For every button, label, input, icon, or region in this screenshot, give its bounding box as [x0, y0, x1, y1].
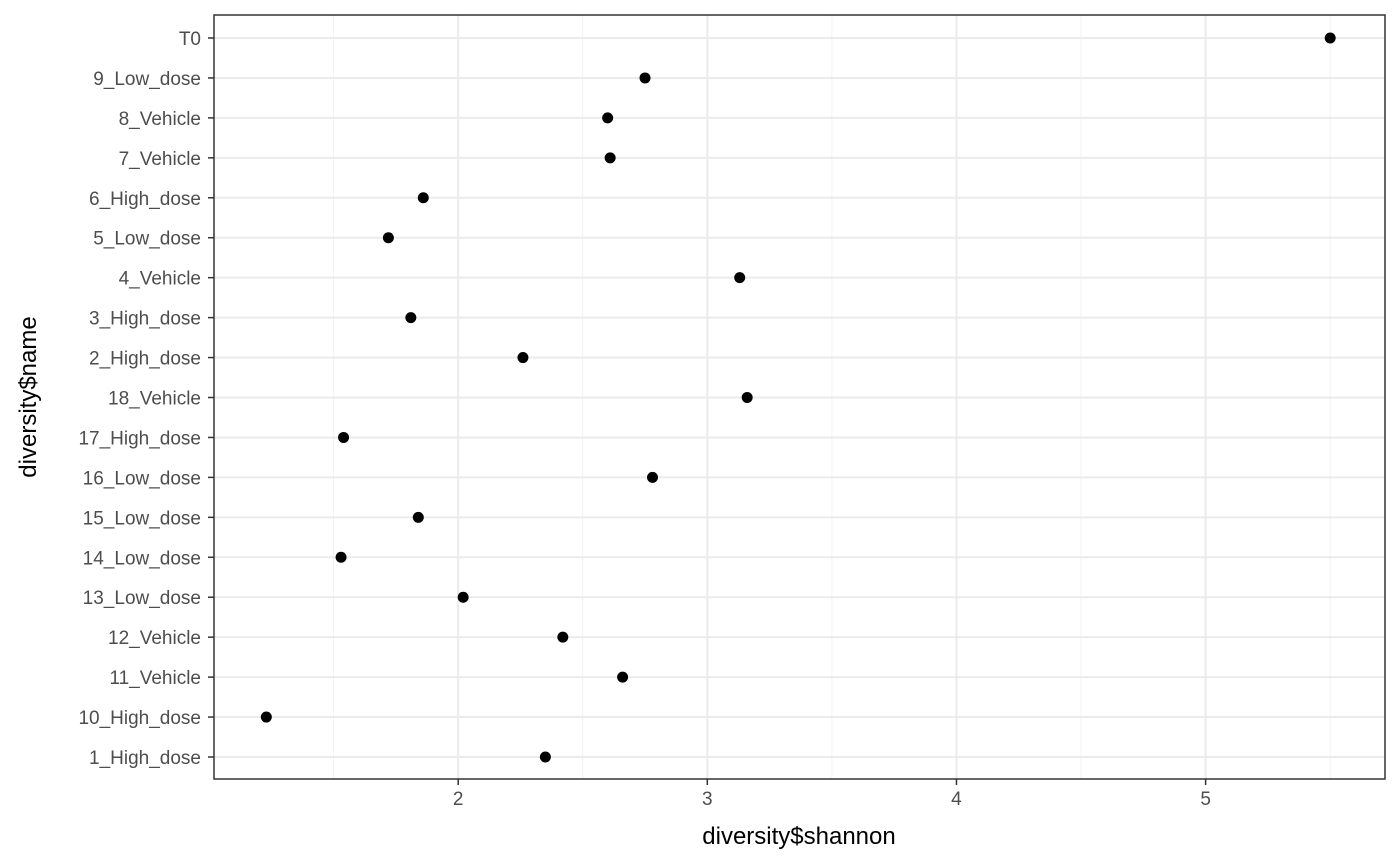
data-point: [741, 392, 753, 403]
data-point: [412, 511, 424, 523]
y-tick-label: T0: [179, 29, 201, 50]
y-tick-label: 3_High_dose: [89, 309, 201, 330]
y-tick-label: 8_Vehicle: [119, 109, 201, 130]
y-tick-label: 4_Vehicle: [119, 269, 201, 290]
data-point: [734, 272, 746, 284]
y-axis: 1_High_dose 10_High_dose 11_Vehicle 12_Vehi…: [78, 29, 214, 769]
y-tick-label: 16_Low_dose: [83, 468, 201, 489]
data-point: [260, 711, 272, 723]
data-point: [639, 72, 651, 84]
y-tick-label: 5_Low_dose: [93, 229, 201, 250]
data-points: [260, 32, 1336, 763]
y-tick-label: 15_Low_dose: [83, 508, 201, 529]
data-point: [604, 152, 616, 164]
y-tick-label: 18_Vehicle: [108, 389, 201, 410]
data-point: [417, 192, 429, 204]
data-point: [1324, 32, 1336, 44]
data-point: [517, 352, 529, 364]
y-tick-label: 2_High_dose: [89, 349, 201, 370]
y-tick-label: 12_Vehicle: [108, 628, 201, 649]
data-point: [457, 591, 469, 603]
data-point: [335, 551, 347, 563]
major-gridlines: [214, 15, 1385, 779]
y-tick-label: 1_High_dose: [89, 748, 201, 769]
y-tick-label: 6_High_dose: [89, 189, 201, 210]
x-tick-label: 2: [453, 789, 464, 810]
x-tick-label: 5: [1200, 789, 1211, 810]
data-point: [602, 112, 614, 124]
y-tick-label: 9_Low_dose: [93, 69, 201, 90]
data-point: [617, 671, 629, 683]
x-tick-label: 3: [702, 789, 713, 810]
x-axis: 2 3 4 5: [453, 779, 1211, 810]
y-tick-label: 11_Vehicle: [109, 668, 201, 689]
data-point: [539, 751, 551, 763]
y-tick-label: 10_High_dose: [78, 708, 201, 729]
y-tick-label: 13_Low_dose: [83, 588, 201, 609]
data-point: [405, 312, 417, 324]
x-tick-label: 4: [951, 789, 962, 810]
x-axis-title: diversity$shannon: [702, 823, 895, 850]
data-point: [382, 232, 394, 244]
data-point: [557, 631, 569, 643]
data-point: [647, 471, 659, 483]
y-tick-label: 7_Vehicle: [119, 149, 201, 170]
y-tick-label: 14_Low_dose: [83, 548, 201, 569]
y-axis-title: diversity$name: [15, 316, 42, 477]
data-point: [338, 431, 350, 443]
y-tick-label: 17_High_dose: [78, 428, 201, 449]
